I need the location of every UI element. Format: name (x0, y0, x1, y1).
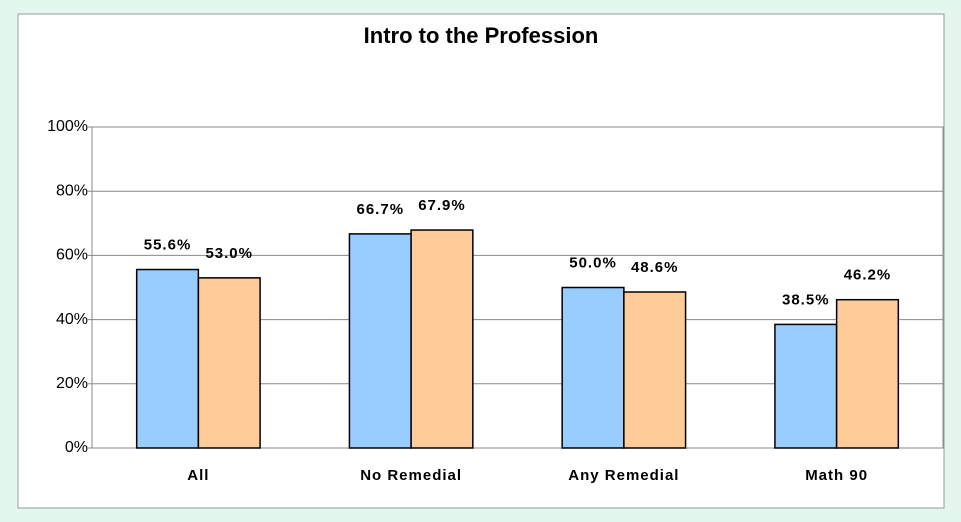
chart-title: Intro to the Profession (364, 23, 599, 48)
bar (135, 268, 200, 449)
x-tick-label: Math 90 (805, 467, 868, 484)
value-label: 53.0% (205, 245, 253, 262)
bar (774, 323, 838, 449)
x-tick-label: Any Remedial (568, 467, 679, 484)
bar (348, 233, 412, 449)
bar (835, 298, 900, 449)
bar (623, 291, 687, 449)
y-tick-label: 60% (56, 247, 88, 264)
bar (197, 277, 261, 449)
x-tick-label: All (187, 467, 209, 484)
value-label: 67.9% (418, 197, 466, 214)
y-tick-label: 0% (65, 439, 88, 456)
value-label: 50.0% (569, 254, 617, 271)
bar (561, 286, 625, 449)
y-tick-label: 40% (56, 311, 88, 328)
value-label: 38.5% (782, 291, 830, 308)
y-tick-label: 80% (56, 182, 88, 199)
x-tick-label: No Remedial (360, 467, 462, 484)
value-label: 48.6% (631, 259, 679, 276)
value-label: 55.6% (144, 236, 192, 253)
bar (410, 229, 474, 449)
y-tick-label: 20% (56, 375, 88, 392)
y-tick-label: 100% (47, 118, 88, 135)
value-label: 66.7% (357, 201, 405, 218)
plot-area (91, 126, 944, 449)
value-label: 46.2% (844, 267, 892, 284)
